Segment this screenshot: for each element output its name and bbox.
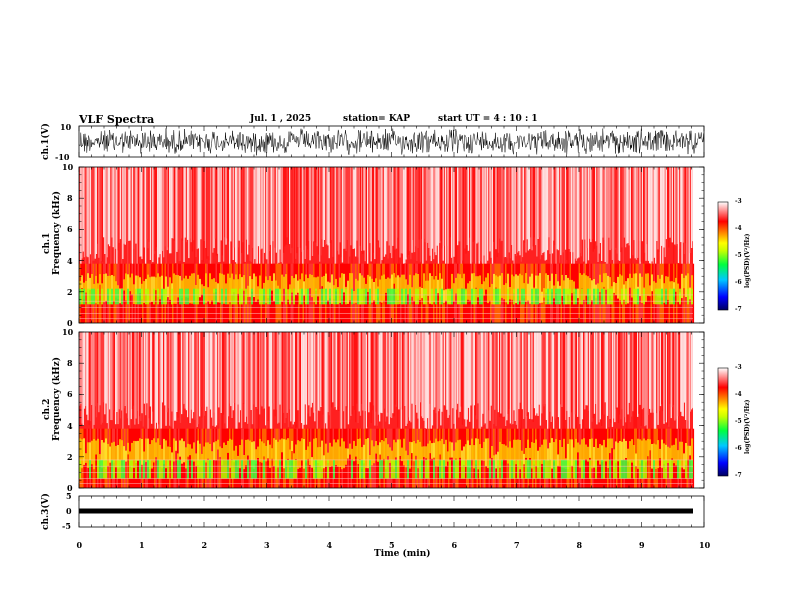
colorbar-2 <box>717 367 729 477</box>
ch3-ytick-bottom: -5 <box>62 521 71 531</box>
colorbar1-tick-m6: -6 <box>735 279 742 286</box>
ch3-waveform-ylabel: ch.3(V) <box>41 493 51 530</box>
axes-frames <box>78 125 705 528</box>
ch2-spectrogram-panel <box>79 332 695 488</box>
colorbar2-tick-m3: -3 <box>735 364 742 371</box>
sp2-ytick-0: 0 <box>67 483 73 493</box>
colorbar1-tick-m7: -7 <box>735 306 742 313</box>
ch1-spectrogram-ylabel-channel: ch.1 <box>42 232 52 254</box>
colorbar2-tick-m4: -4 <box>735 391 742 398</box>
x-tick-0: 0 <box>76 540 83 550</box>
sp2-ytick-10: 10 <box>62 327 74 337</box>
ch3-waveform-line <box>79 508 693 514</box>
ch3-ytick-top: 5 <box>66 491 72 501</box>
ch1-ytick-bottom: -10 <box>55 152 70 162</box>
colorbar1-tick-m4: -4 <box>735 225 742 232</box>
ch1-waveform-line <box>78 128 704 156</box>
start-time-label: start UT = 4 : 10 : 1 <box>438 114 538 124</box>
ch2-spectrogram-ylabel-channel: ch.2 <box>42 398 52 420</box>
sp2-ytick-8: 8 <box>67 358 73 369</box>
colorbar2-tick-m6: -6 <box>735 445 742 452</box>
sp1-ytick-4: 4 <box>67 255 73 266</box>
colorbar-1 <box>717 201 729 311</box>
sp1-ytick-2: 2 <box>67 286 73 297</box>
sp2-ytick-2: 2 <box>67 451 73 462</box>
sp2-ytick-4: 4 <box>67 420 73 431</box>
colorbar1-tick-m5: -5 <box>735 252 742 259</box>
x-tick-7: 7 <box>514 540 520 550</box>
colorbar2-tick-m7: -7 <box>735 472 742 479</box>
ch1-spectrogram-panel <box>79 167 695 323</box>
ch3-waveform-panel <box>79 508 693 514</box>
sp1-ytick-10: 10 <box>62 162 74 172</box>
x-tick-1: 1 <box>139 540 145 550</box>
ch3-ytick-mid: 0 <box>66 506 72 516</box>
colorbar1-tick-m3: -3 <box>735 198 742 205</box>
x-tick-6: 6 <box>451 540 458 550</box>
colorbar2-label: log(PSD)(V²/Hz) <box>744 399 751 454</box>
sp1-ytick-6: 6 <box>67 224 73 235</box>
x-tick-4: 4 <box>326 540 333 550</box>
x-tick-5: 5 <box>389 540 395 550</box>
sp2-ytick-6: 6 <box>67 389 73 400</box>
x-tick-8: 8 <box>576 540 583 550</box>
sp1-ytick-0: 0 <box>67 318 73 328</box>
x-tick-9: 9 <box>639 540 645 550</box>
chart-title: VLF Spectra <box>79 113 155 126</box>
x-tick-3: 3 <box>264 540 270 550</box>
colorbar1-label: log(PSD)(V²/Hz) <box>744 233 751 288</box>
station-label: station= KAP <box>343 114 411 124</box>
x-tick-10: 10 <box>699 540 711 550</box>
x-axis-label: Time (min) <box>374 549 431 559</box>
ch1-waveform-ylabel: ch.1(V) <box>41 123 51 160</box>
ch2-spectrogram-ylabel-freq: Frequency (kHz) <box>52 356 62 441</box>
date-label: Jul. 1 , 2025 <box>250 114 312 124</box>
ch1-ytick-top: 10 <box>60 122 72 132</box>
ch1-spectrogram-ylabel-freq: Frequency (kHz) <box>52 190 62 275</box>
ch1-waveform-panel <box>78 128 704 156</box>
colorbar2-tick-m5: -5 <box>735 418 742 425</box>
x-tick-2: 2 <box>201 540 208 550</box>
sp1-ytick-8: 8 <box>67 193 73 204</box>
